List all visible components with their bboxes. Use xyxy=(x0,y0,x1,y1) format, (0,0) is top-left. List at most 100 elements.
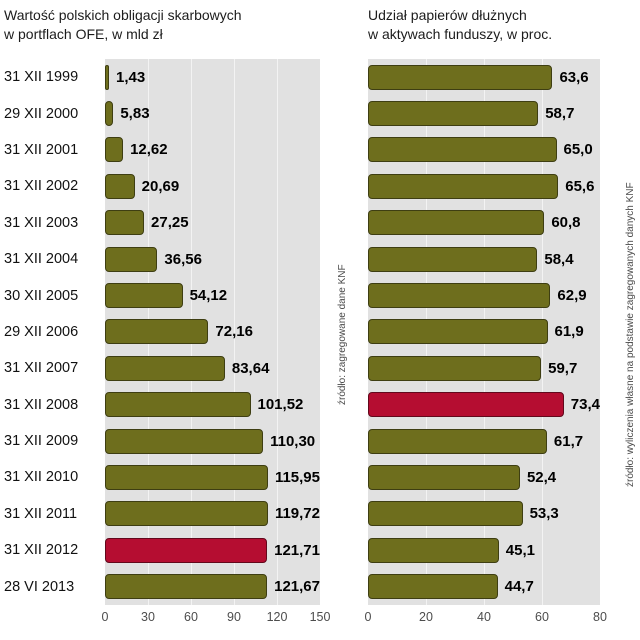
value-label: 45,1 xyxy=(505,541,535,559)
bar xyxy=(105,574,268,600)
category-label: 31 XII 2008 xyxy=(4,396,79,413)
bar-row: 54,12 xyxy=(105,277,320,313)
category-label: 31 XII 2003 xyxy=(4,214,79,231)
bar xyxy=(368,173,559,199)
value-label: 119,72 xyxy=(274,505,320,523)
x-tick-label: 60 xyxy=(535,609,549,624)
bar xyxy=(368,64,553,90)
bar xyxy=(368,355,542,381)
bar xyxy=(368,137,557,163)
value-label: 12,62 xyxy=(130,141,168,159)
value-label: 1,43 xyxy=(116,68,146,86)
gridline xyxy=(277,59,278,605)
x-tick-label: 0 xyxy=(364,609,372,624)
bar-row: 121,67 xyxy=(105,568,320,604)
bar-highlight xyxy=(105,537,268,563)
x-tick-label: 120 xyxy=(266,609,288,624)
value-label: 101,52 xyxy=(257,396,304,414)
bar xyxy=(105,246,158,272)
category-label: 28 VI 2013 xyxy=(4,578,75,595)
value-label: 36,56 xyxy=(164,250,202,268)
category-label: 31 XII 2012 xyxy=(4,542,79,559)
x-axis: 0 20 40 60 80 xyxy=(364,605,607,627)
bar-row: 53,3 xyxy=(368,496,600,532)
category-label: 30 XII 2005 xyxy=(4,287,79,304)
bar-row: 60,8 xyxy=(368,205,600,241)
x-tick-label: 80 xyxy=(593,609,607,624)
value-label: 5,83 xyxy=(120,105,150,123)
value-label: 59,7 xyxy=(548,359,578,377)
bar-row: 27,25 xyxy=(105,205,320,241)
bar xyxy=(105,283,183,309)
value-label: 115,95 xyxy=(274,468,320,486)
bar xyxy=(105,464,268,490)
bar-row: 44,7 xyxy=(368,568,600,604)
bar-row: 73,4 xyxy=(368,387,600,423)
source-note: źródło: zagregowane dane KNF xyxy=(337,264,348,405)
source-note: źródło: wyliczenia własne na podstawie z… xyxy=(625,182,636,487)
x-tick-label: 150 xyxy=(309,609,331,624)
category-column: 31 XII 1999 29 XII 2000 31 XII 2001 31 XII … xyxy=(4,59,105,605)
x-tick-label: 30 xyxy=(141,609,155,624)
value-label: 54,12 xyxy=(189,287,228,305)
bar xyxy=(368,101,539,127)
bar xyxy=(368,428,547,454)
category-label: 31 XII 2010 xyxy=(4,469,79,486)
bar-row: 83,64 xyxy=(105,350,320,386)
bar-row: 5,83 xyxy=(105,95,320,131)
bar-row: 61,7 xyxy=(368,423,600,459)
bar xyxy=(105,64,109,90)
chart-debt-share: Udział papierów dłużnych w aktywach fund… xyxy=(352,0,640,640)
bar-row: 1,43 xyxy=(105,59,320,95)
bar xyxy=(105,428,264,454)
value-label: 65,6 xyxy=(565,177,595,195)
value-label: 63,6 xyxy=(559,68,589,86)
chart-title: Wartość polskich obligacji skarbowych w … xyxy=(4,6,352,43)
bar xyxy=(105,355,225,381)
bar-row: 101,52 xyxy=(105,387,320,423)
value-label: 52,4 xyxy=(526,468,557,486)
bar-row: 63,6 xyxy=(368,59,600,95)
bar-row: 110,30 xyxy=(105,423,320,459)
value-label: 58,4 xyxy=(544,250,574,268)
bar-row: 65,0 xyxy=(368,132,600,168)
bar xyxy=(105,137,124,163)
category-label: 31 XII 2009 xyxy=(4,433,79,450)
bar xyxy=(105,173,135,199)
value-label: 27,25 xyxy=(151,214,189,232)
bar xyxy=(105,319,209,345)
chart-title-line-2: w portflach OFE, w mld zł xyxy=(4,25,163,42)
chart-title-line-2: w aktywach funduszy, w proc. xyxy=(368,25,553,42)
bar xyxy=(368,246,538,272)
chart-body: 63,6 58,7 65,0 65,6 60,8 58,4 62,9 61,9 59,7 73,4… xyxy=(368,59,640,605)
bar-highlight xyxy=(368,392,564,418)
bar-row: 62,9 xyxy=(368,277,600,313)
value-label: 60,8 xyxy=(551,214,581,232)
chart-title-line-1: Udział papierów dłużnych xyxy=(368,7,527,23)
plot-area: 1,43 5,83 12,62 20,69 27,25 36,56 54,12 72,16 83… xyxy=(105,59,320,605)
bar-row: 58,7 xyxy=(368,95,600,131)
category-label: 31 XII 2001 xyxy=(4,141,79,158)
bar-row: 61,9 xyxy=(368,314,600,350)
plot-area: 63,6 58,7 65,0 65,6 60,8 58,4 62,9 61,9 59,7 73,4… xyxy=(368,59,600,605)
value-label: 72,16 xyxy=(215,323,253,341)
category-label: 31 XII 2011 xyxy=(4,505,78,522)
category-label: 31 XII 1999 xyxy=(4,69,79,86)
bar xyxy=(105,392,251,418)
bar xyxy=(368,574,498,600)
value-label: 53,3 xyxy=(529,505,559,523)
value-label: 61,7 xyxy=(553,432,584,450)
category-label: 29 XII 2006 xyxy=(4,323,79,340)
bar-row: 20,69 xyxy=(105,168,320,204)
x-axis: 0 30 60 90 120 150 xyxy=(102,605,331,627)
value-label: 44,7 xyxy=(504,578,534,596)
x-tick-label: 90 xyxy=(227,609,241,624)
bar xyxy=(105,101,114,127)
bar-row: 115,95 xyxy=(105,459,320,495)
category-label: 29 XII 2000 xyxy=(4,105,79,122)
chart-body: 31 XII 1999 29 XII 2000 31 XII 2001 31 XII … xyxy=(4,59,352,605)
bar-row: 119,72 xyxy=(105,496,320,532)
bar xyxy=(368,537,499,563)
bar xyxy=(368,210,545,236)
